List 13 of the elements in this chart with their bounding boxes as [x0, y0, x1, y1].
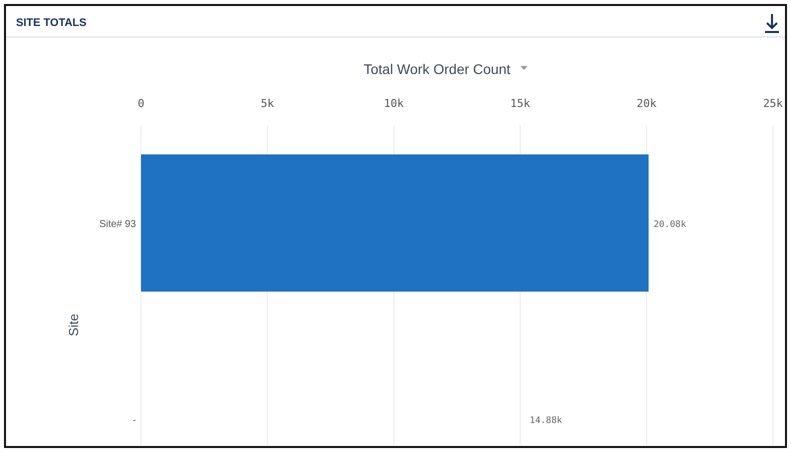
- y-tick-label: -: [132, 415, 136, 426]
- y-axis-title: Site: [66, 314, 81, 336]
- x-tick-label: 10k: [384, 97, 404, 110]
- x-axis-title: Total Work Order Count: [364, 61, 511, 77]
- x-tick-label: 20k: [636, 97, 657, 110]
- y-tick-label: Site# 93: [99, 219, 136, 230]
- data-label: 20.08k: [654, 220, 687, 230]
- x-tick-label: 5k: [260, 97, 274, 110]
- text: SITE TOTALS: [16, 17, 86, 29]
- x-tick-label: 25k: [763, 97, 784, 110]
- x-tick-label: 15k: [510, 97, 531, 110]
- annotation: 14.88k: [530, 416, 563, 426]
- x-tick-label: 0: [138, 97, 144, 110]
